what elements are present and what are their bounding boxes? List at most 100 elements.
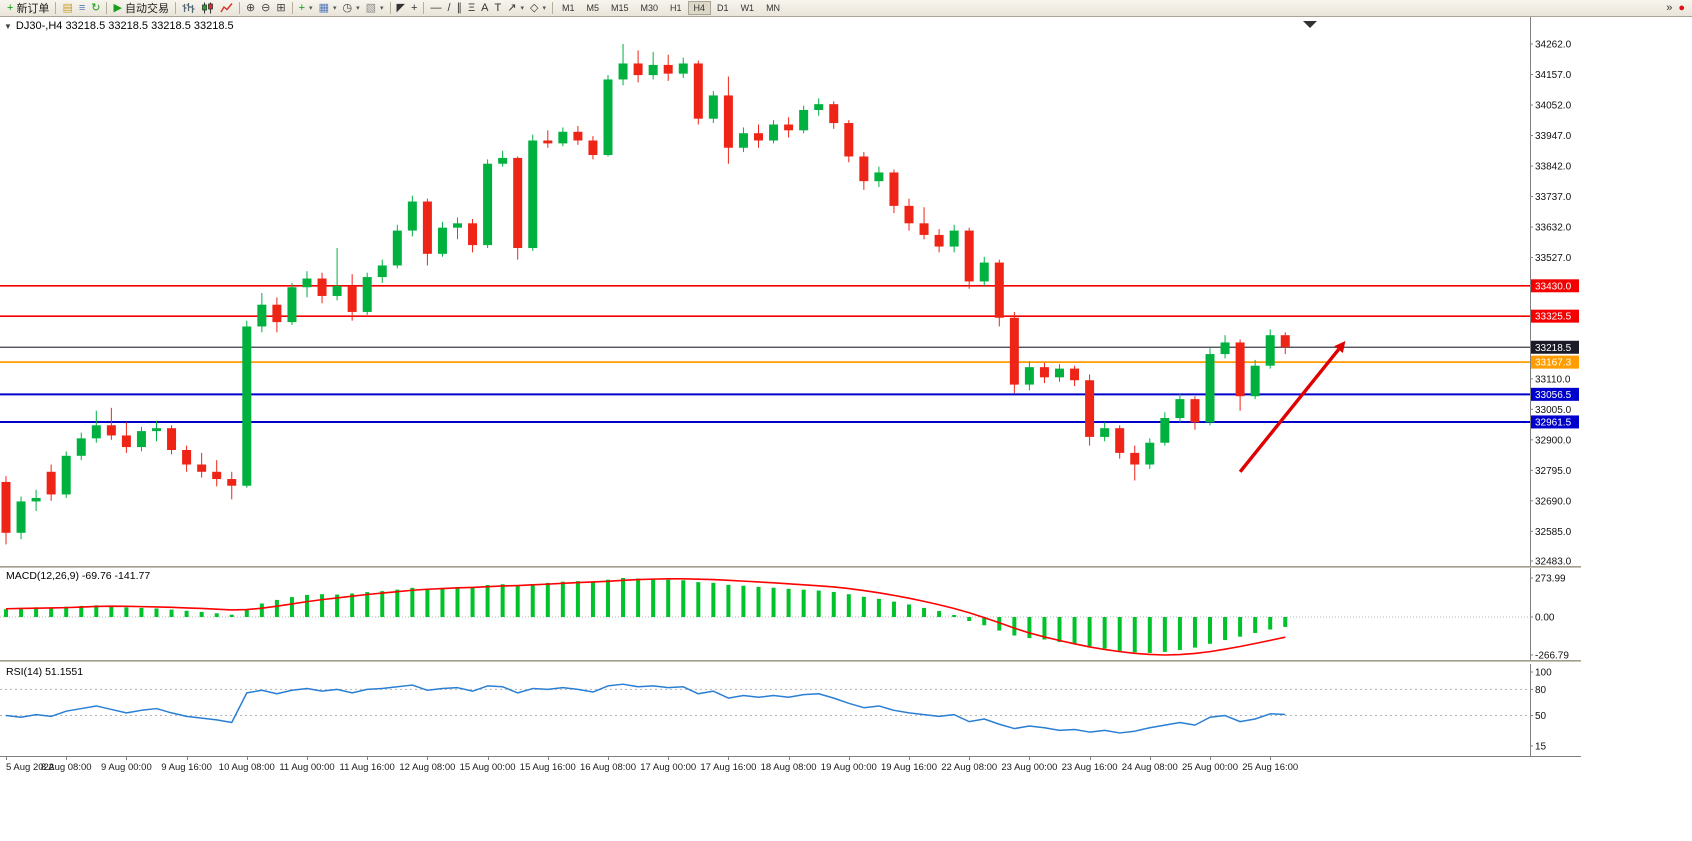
- horizontal-price-line[interactable]: 33430.0: [0, 279, 1579, 293]
- navigator-icon[interactable]: ≡: [78, 1, 86, 14]
- time-axis-tick: [1089, 756, 1091, 760]
- new-chart-icon[interactable]: + ▾: [298, 1, 313, 14]
- toolbar-separator: [291, 2, 293, 14]
- chart-window[interactable]: 34262.0 34157.0 34052.0 33947.0 33842.0 33737…: [0, 17, 1692, 779]
- channel-icon[interactable]: ∥: [456, 1, 463, 14]
- fibonacci-icon[interactable]: Ξ: [468, 1, 476, 14]
- horizontal-price-line[interactable]: 33056.5: [0, 387, 1579, 401]
- time-axis-tick: [66, 756, 68, 760]
- time-axis-label: 16 Aug 08:00: [580, 762, 636, 773]
- line-chart-icon[interactable]: [217, 1, 236, 16]
- horizontal-price-line[interactable]: 32961.5: [0, 415, 1579, 429]
- price-badge: [1531, 340, 1579, 354]
- macd-panel[interactable]: 273.99 0.00 -266.79: [0, 568, 1692, 660]
- tile-windows-icon[interactable]: ⊞: [276, 1, 286, 14]
- new-order-button[interactable]: + 新订单: [7, 1, 50, 15]
- macd-indicator-label: MACD(12,26,9) -69.76 -141.77: [6, 570, 151, 582]
- template-icon[interactable]: ▧ ▾: [365, 1, 384, 14]
- refresh-icon[interactable]: ↻: [91, 1, 101, 14]
- time-axis-label: 22 Aug 08:00: [941, 762, 998, 773]
- time-axis-label: 25 Aug 16:00: [1242, 762, 1299, 773]
- cursor-icon[interactable]: ◤: [396, 1, 405, 14]
- macd-histogram: [4, 578, 1288, 653]
- auto-trading-button[interactable]: ▶ 自动交易: [113, 1, 169, 15]
- time-axis-label: 17 Aug 00:00: [640, 762, 697, 773]
- timeframe-m15-button[interactable]: M15: [610, 3, 629, 13]
- zoom-in-icon[interactable]: ⊕: [245, 1, 256, 14]
- trend-arrow-annotation[interactable]: [1238, 341, 1346, 473]
- rsi-axis-tick: 50: [1535, 711, 1547, 722]
- chart-title: ▼ DJ30-,H4 33218.5 33218.5 33218.5 33218…: [4, 20, 234, 32]
- time-axis-label: 11 Aug 16:00: [339, 762, 395, 773]
- time-axis-tick: [6, 756, 7, 760]
- panel-divider[interactable]: [0, 566, 1581, 568]
- crosshair-icon[interactable]: +: [411, 1, 418, 14]
- profiles-icon[interactable]: ▦ ▾: [318, 1, 337, 14]
- time-axis-tick: [126, 756, 128, 760]
- price-axis-tick: 33842.0: [1535, 162, 1572, 173]
- candlestick-chart-icon[interactable]: [198, 1, 217, 16]
- toolbar-separator: [389, 2, 391, 14]
- price-badge: [1531, 279, 1579, 293]
- time-axis-label: 15 Aug 16:00: [519, 762, 576, 773]
- timeframe-h4-button[interactable]: H4: [687, 1, 712, 15]
- period-icon[interactable]: ◷ ▾: [342, 1, 360, 14]
- toolbar-separator: [423, 2, 425, 14]
- time-axis-tick: [487, 756, 489, 760]
- arrows-tool-icon[interactable]: ↗ ▾: [507, 1, 524, 14]
- time-axis-label: 23 Aug 16:00: [1061, 762, 1118, 773]
- text-label-icon[interactable]: T: [494, 1, 502, 14]
- time-axis-tick: [848, 756, 850, 760]
- time-axis-label: 9 Aug 00:00: [101, 762, 152, 773]
- time-axis[interactable]: 5 Aug 2022 8 Aug 08:00 9 Aug 00:00 9 Aug 16…: [0, 756, 1692, 778]
- time-axis-tick: [186, 756, 188, 760]
- macd-axis-tick: 273.99: [1535, 574, 1566, 585]
- notification-icon[interactable]: ●: [1678, 1, 1685, 14]
- timeframe-w1-button[interactable]: W1: [740, 3, 755, 13]
- timeframe-d1-button[interactable]: D1: [717, 3, 729, 13]
- symbol-ohlc-label: DJ30-,H4 33218.5 33218.5 33218.5 33218.5: [15, 20, 234, 32]
- toolbar-separator: [238, 2, 240, 14]
- time-axis-tick: [427, 756, 429, 760]
- one-click-trading-toggle[interactable]: ▼: [4, 21, 12, 31]
- time-axis-tick: [1149, 756, 1151, 760]
- svg-text:33167.3: 33167.3: [1535, 358, 1572, 369]
- shapes-tool-icon[interactable]: ◇ ▾: [529, 1, 546, 14]
- time-axis-tick: [307, 756, 308, 760]
- rsi-axis-tick: 80: [1535, 685, 1547, 696]
- price-badge: [1531, 309, 1579, 323]
- timeframe-m1-button[interactable]: M1: [561, 3, 575, 13]
- time-axis-label: 25 Aug 00:00: [1182, 762, 1238, 773]
- text-icon[interactable]: A: [481, 1, 489, 14]
- timeframe-m5-button[interactable]: M5: [586, 3, 599, 13]
- price-badge: [1531, 387, 1579, 401]
- horizontal-price-line[interactable]: 33218.5: [0, 340, 1579, 354]
- toolbar-overflow-icon[interactable]: »: [1666, 1, 1673, 14]
- rsi-panel[interactable]: 100 80 50 15: [0, 664, 1692, 756]
- toolbar-separator: [55, 2, 57, 14]
- time-axis-label: 23 Aug 00:00: [1001, 762, 1058, 773]
- time-axis-tick: [608, 756, 609, 760]
- market-watch-icon[interactable]: ▤: [62, 1, 73, 14]
- bar-chart-icon[interactable]: [179, 1, 198, 16]
- timeframe-m30-button[interactable]: M30: [640, 3, 659, 13]
- time-axis-label: 18 Aug 08:00: [760, 762, 817, 773]
- horizontal-line-icon[interactable]: —: [430, 1, 442, 14]
- time-axis-tick: [367, 756, 369, 760]
- toolbar-separator: [106, 2, 108, 14]
- time-axis-label: 19 Aug 16:00: [881, 762, 937, 773]
- trendline-icon[interactable]: /: [447, 1, 451, 14]
- horizontal-price-line[interactable]: 33325.5: [0, 309, 1579, 323]
- horizontal-price-line[interactable]: 33167.3: [0, 355, 1579, 369]
- chart-shift-marker[interactable]: [1303, 21, 1317, 28]
- zoom-out-icon[interactable]: ⊖: [261, 1, 271, 14]
- time-axis-tick: [1210, 756, 1211, 760]
- timeframe-h1-button[interactable]: H1: [670, 3, 682, 13]
- price-axis-tick: 32795.0: [1535, 466, 1572, 477]
- panel-divider[interactable]: [0, 660, 1581, 662]
- price-chart-panel[interactable]: 34262.0 34157.0 34052.0 33947.0 33842.0 33737…: [0, 17, 1692, 567]
- timeframe-mn-button[interactable]: MN: [766, 3, 781, 13]
- time-axis-label: 17 Aug 16:00: [700, 762, 757, 773]
- rsi-indicator-label: RSI(14) 51.1551: [6, 666, 84, 678]
- toolbar-separator: [551, 2, 553, 14]
